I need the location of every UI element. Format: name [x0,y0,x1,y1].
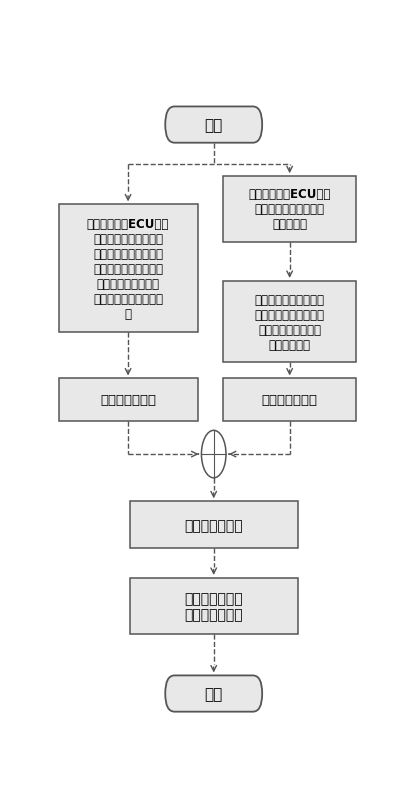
FancyBboxPatch shape [58,379,198,422]
FancyBboxPatch shape [130,502,298,548]
Text: 风扇反馈占空比: 风扇反馈占空比 [261,393,318,406]
Text: 发动机控制器ECU通过
风扇转速传感器采集风
扇实际转速: 发动机控制器ECU通过 风扇转速传感器采集风 扇实际转速 [249,188,331,231]
Text: 开始: 开始 [205,118,223,133]
Text: 结束: 结束 [205,686,223,702]
FancyBboxPatch shape [165,676,262,712]
FancyBboxPatch shape [130,578,298,634]
Text: 风扇输出占空比: 风扇输出占空比 [184,518,243,532]
Circle shape [201,431,226,478]
Text: 风扇前馈占空比: 风扇前馈占空比 [100,393,156,406]
FancyBboxPatch shape [58,205,198,333]
FancyBboxPatch shape [224,281,356,363]
FancyBboxPatch shape [224,177,356,242]
Text: 风扇实际转速跟
随设定转速旋转: 风扇实际转速跟 随设定转速旋转 [184,591,243,621]
Text: 风扇需求转速减风扇实
际转速得到风扇转速偏
差值，通过比例、积
分、微分控制: 风扇需求转速减风扇实 际转速得到风扇转速偏 差值，通过比例、积 分、微分控制 [255,293,325,351]
Text: 发动机控制器ECU监控
发动机温度、空调状态
、缸内压缩制动、液压
油温、传动油温等对应
的风扇转速需求值取
最大，作为风扇需求转
速: 发动机控制器ECU监控 发动机温度、空调状态 、缸内压缩制动、液压 油温、传动油… [87,217,169,320]
FancyBboxPatch shape [165,107,262,144]
FancyBboxPatch shape [224,379,356,422]
